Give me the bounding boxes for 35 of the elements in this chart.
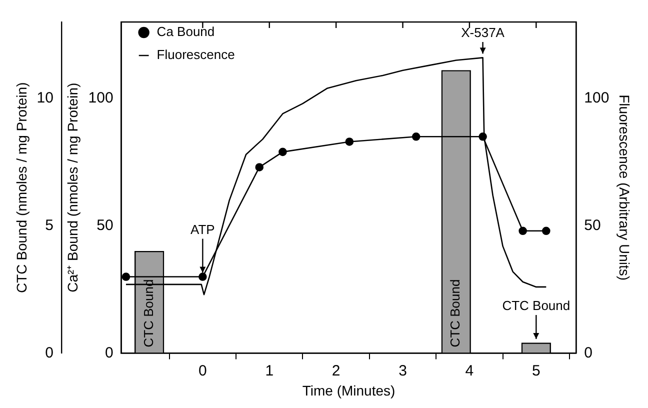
legend-label: Fluorescence xyxy=(156,47,235,62)
annotation: ATP xyxy=(190,222,215,237)
point xyxy=(255,163,264,172)
x-tick-label: 0 xyxy=(198,362,207,380)
annotation: CTC Bound xyxy=(448,279,463,348)
y3-tick-label: 10 xyxy=(36,90,54,107)
annotation: X-537A xyxy=(461,25,505,40)
point xyxy=(518,226,527,236)
y-tick-label: 100 xyxy=(88,90,114,107)
y2-tick-label: 100 xyxy=(584,90,610,107)
y2-tick-label: 50 xyxy=(584,216,601,234)
y-axis-title: Ca²⁺ Bound (nmoles / mg Protein) xyxy=(64,82,81,292)
point xyxy=(122,272,130,281)
point xyxy=(198,272,207,281)
point xyxy=(412,132,420,141)
point xyxy=(542,226,550,236)
point xyxy=(345,138,354,146)
x-tick-label: 4 xyxy=(465,362,474,380)
annotation: CTC Bound xyxy=(502,298,570,314)
point xyxy=(478,132,487,141)
x-axis-title: Time (Minutes) xyxy=(302,382,396,398)
y3-tick-label: 5 xyxy=(45,216,54,234)
x-tick-label: 3 xyxy=(398,362,407,380)
y-tick-label: 0 xyxy=(104,344,114,362)
point xyxy=(278,148,287,156)
y3-axis-title: CTC Bound (nmoles / mg Protein) xyxy=(13,82,30,294)
x-tick-label: 2 xyxy=(332,362,340,380)
annotation: CTC Bound xyxy=(140,279,156,348)
y2-axis-title: Fluorescence (Arbitrary Units) xyxy=(616,94,633,281)
y2-tick-label: 0 xyxy=(584,344,593,362)
legend-label: Ca Bound xyxy=(156,24,215,40)
y3-tick-label: 0 xyxy=(45,344,54,362)
x-tick-label: 5 xyxy=(532,362,540,380)
x-tick-label: 1 xyxy=(265,362,274,380)
y-tick-label: 50 xyxy=(96,216,114,234)
